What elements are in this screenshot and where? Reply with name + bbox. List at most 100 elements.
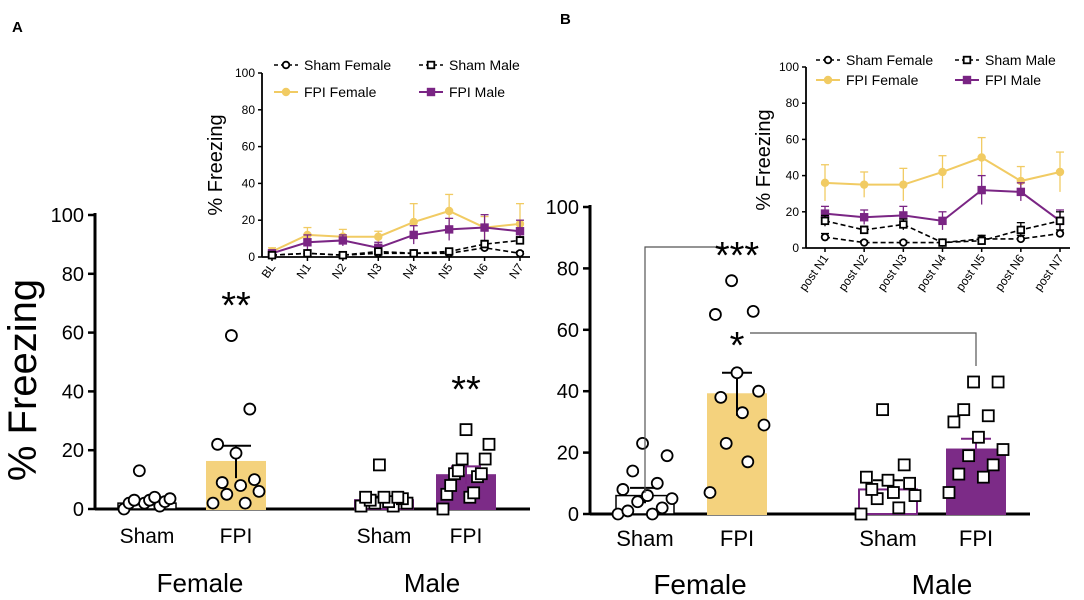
data-point <box>616 483 630 496</box>
significance-marker: ** <box>451 369 481 411</box>
legend-marker <box>426 60 436 70</box>
data-point <box>478 452 492 466</box>
data-point <box>952 467 966 481</box>
series-point <box>444 247 454 256</box>
data-point <box>854 507 868 521</box>
series-point <box>338 250 348 260</box>
significance-bracket <box>750 332 977 366</box>
inset-x-tick-label: N2 <box>329 260 349 281</box>
series-point <box>338 236 348 245</box>
series-point <box>480 223 489 232</box>
data-point <box>665 492 679 506</box>
series-point <box>409 230 418 240</box>
data-point <box>636 436 649 450</box>
y-tick-label: 100 <box>546 197 579 219</box>
legend-marker <box>823 55 833 65</box>
significance-bracket <box>644 246 724 493</box>
y-tick-label: 80 <box>62 264 84 286</box>
series-line <box>271 226 521 255</box>
chart-a-inset: 0 20 40 60 80 100 % Freezing BL N1 N2 N3 N4 N5 N6 N7 Sh… <box>205 57 530 281</box>
legend-marker <box>962 55 972 65</box>
data-point <box>942 486 956 499</box>
legend-label: FPI Male <box>985 72 1041 88</box>
data-point <box>709 308 722 321</box>
data-point <box>996 443 1010 456</box>
inset-x-tick-label: N3 <box>364 260 384 281</box>
series-point <box>374 232 383 241</box>
series-point <box>820 178 830 188</box>
data-point <box>243 402 257 416</box>
inset-x-tick-label: N1 <box>294 260 314 281</box>
data-point <box>660 449 674 463</box>
inset-x-tick-label: N5 <box>435 260 455 281</box>
data-point <box>455 452 469 466</box>
data-point <box>897 458 911 472</box>
group-label: Female <box>653 569 746 600</box>
data-point <box>752 384 765 398</box>
significance-marker: * <box>730 325 745 367</box>
legend-marker <box>281 87 291 97</box>
series-point <box>1055 167 1065 177</box>
y-tick-label: 0 <box>568 504 579 526</box>
data-point <box>474 467 488 481</box>
inset-y-tick-label: 0 <box>792 241 799 255</box>
inset-x-tick-label: post N4 <box>914 251 949 293</box>
legend-label: Sham Female <box>304 57 391 73</box>
inset-y-axis-label: % Freezing <box>205 114 227 215</box>
data-point <box>714 390 728 404</box>
series-point <box>409 249 418 258</box>
data-point <box>220 487 234 501</box>
data-point <box>757 418 771 432</box>
group-label: Male <box>404 568 460 598</box>
legend-label: Sham Male <box>449 57 520 73</box>
inset-x-tick-label: post N7 <box>1031 251 1066 293</box>
x-category-label: FPI <box>720 526 754 551</box>
panel-label-a: A <box>12 19 23 36</box>
series-point <box>899 211 908 220</box>
inset-y-tick-label: 40 <box>786 169 800 183</box>
y-tick-label: 60 <box>62 323 84 345</box>
data-point <box>229 446 243 460</box>
data-point <box>976 470 990 484</box>
data-point <box>957 403 971 417</box>
legend-marker <box>962 75 972 85</box>
data-point <box>719 436 733 450</box>
data-point <box>730 366 744 380</box>
legend-marker <box>281 60 291 70</box>
y-tick-label: 80 <box>557 258 579 280</box>
x-category-label: Sham <box>616 526 673 551</box>
y-tick-label: 20 <box>557 443 579 465</box>
inset-x-tick-label: post N2 <box>835 251 870 293</box>
y-tick-label: 100 <box>51 205 84 227</box>
legend-marker <box>426 87 436 97</box>
inset-y-axis-label: % Freezing <box>753 109 775 210</box>
data-point <box>986 458 1000 472</box>
series-point <box>374 247 383 256</box>
data-point <box>736 406 749 420</box>
data-point <box>703 486 717 499</box>
chart-a-main: 0 20 40 60 80 100 % Freezing Sham FPI Sham FPI Fema… <box>1 205 530 598</box>
series-point <box>515 227 525 236</box>
data-point <box>459 423 473 437</box>
data-point <box>725 274 738 288</box>
data-point <box>860 470 873 484</box>
data-point <box>132 464 146 478</box>
data-point <box>908 489 922 502</box>
data-point <box>887 486 900 499</box>
series-point <box>938 216 947 226</box>
inset-y-tick-label: 80 <box>786 96 800 110</box>
series-point <box>515 249 525 258</box>
x-category-label: Sham <box>120 525 175 548</box>
inset-y-tick-label: 60 <box>786 132 800 146</box>
data-point <box>224 329 238 342</box>
series-line <box>271 209 521 253</box>
series-point <box>859 238 869 247</box>
series-point <box>480 239 489 249</box>
legend-label: FPI Female <box>846 72 919 88</box>
group-label: Male <box>912 569 973 600</box>
data-point <box>962 449 976 463</box>
data-point <box>972 430 985 444</box>
data-point <box>148 490 162 504</box>
data-point <box>881 473 895 487</box>
inset-x-tick-label: post N1 <box>796 251 831 293</box>
